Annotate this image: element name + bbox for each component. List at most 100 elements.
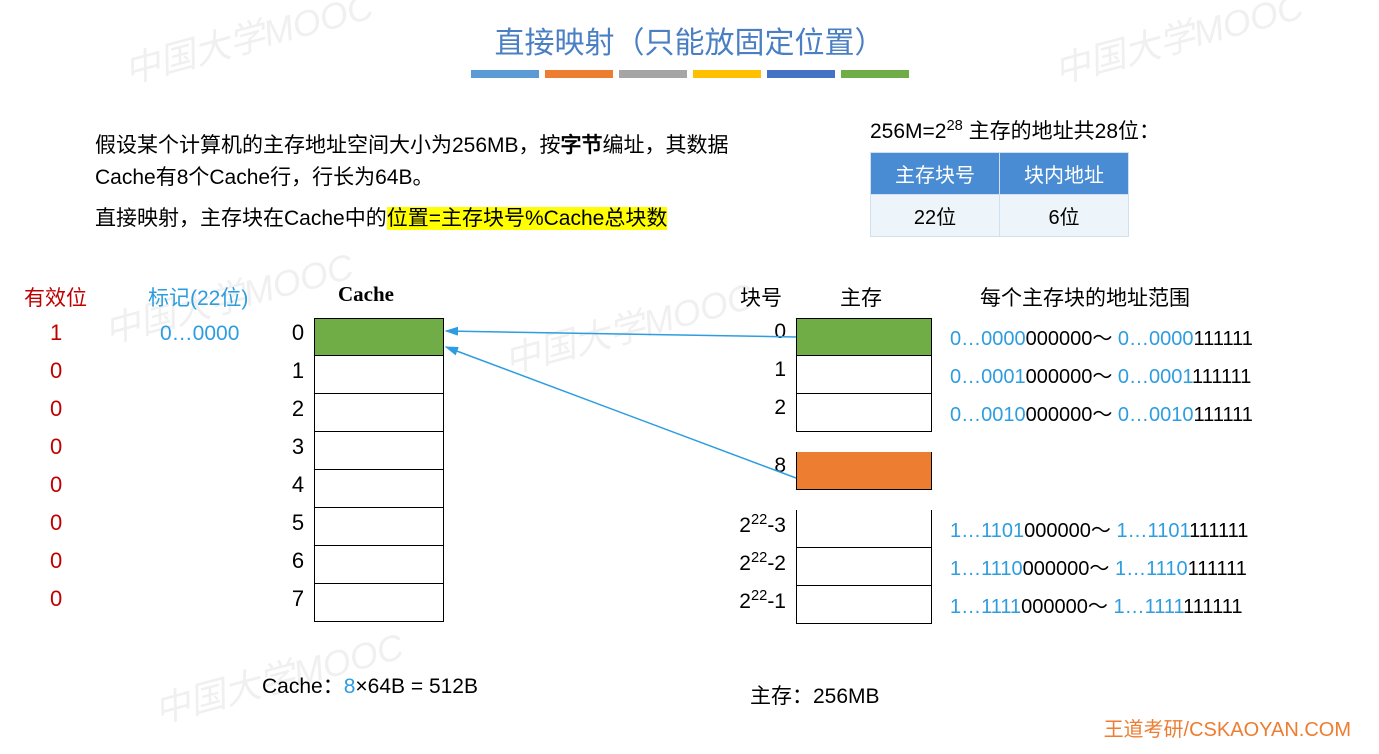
valid-bit-column: 10000000 xyxy=(50,320,62,624)
memory-block xyxy=(796,452,932,490)
memory-block-index: 222-1 xyxy=(730,588,786,626)
memory-block-index xyxy=(730,492,786,512)
tag-value xyxy=(160,398,239,436)
title-underline-bars xyxy=(0,70,1379,78)
addr-note-b: 主存的地址共28位： xyxy=(963,120,1160,143)
title-bar xyxy=(471,70,539,78)
title-bar xyxy=(841,70,909,78)
tag-column: 0…0000 xyxy=(160,322,239,626)
memory-table xyxy=(796,318,932,624)
cache-line-index: 1 xyxy=(288,358,308,396)
memory-block xyxy=(796,510,932,548)
cache-line xyxy=(314,584,444,622)
valid-bit: 0 xyxy=(50,434,62,472)
tag-value xyxy=(160,512,239,550)
memory-block xyxy=(796,490,932,510)
label-address-range: 每个主存块的地址范围 xyxy=(980,282,1190,312)
valid-bit: 0 xyxy=(50,358,62,396)
tag-value xyxy=(160,360,239,398)
tag-value xyxy=(160,474,239,512)
addr-note-a: 256M=2 xyxy=(870,120,946,143)
watermark: 中国大学MOOC xyxy=(498,268,759,384)
cache-table xyxy=(314,318,444,622)
address-range xyxy=(950,494,1253,514)
memory-block xyxy=(796,394,932,432)
label-block-number: 块号 xyxy=(740,282,782,312)
memory-block xyxy=(796,432,932,452)
title-bar xyxy=(545,70,613,78)
cache-footer-b: 8 xyxy=(344,675,356,698)
cache-line xyxy=(314,508,444,546)
addr-table-v2: 6位 xyxy=(1000,195,1129,237)
memory-block-index: 0 xyxy=(730,320,786,358)
cache-line-index: 5 xyxy=(288,510,308,548)
formula-highlight: 位置=主存块号%Cache总块数 xyxy=(387,207,668,230)
address-range xyxy=(950,436,1253,456)
address-range: 1…1110000000～ 1…1110111111 xyxy=(950,552,1253,590)
cache-line xyxy=(314,394,444,432)
addr-note-sup: 28 xyxy=(946,118,962,134)
address-range-column: 0…0000000000～ 0…00001111110…0001000000～ … xyxy=(950,322,1253,628)
problem-line1-bold: 字节 xyxy=(561,134,603,157)
tag-value: 0…0000 xyxy=(160,322,239,360)
title-bar xyxy=(767,70,835,78)
addr-table-h1: 主存块号 xyxy=(871,153,1000,195)
label-main-memory: 主存 xyxy=(840,282,882,312)
tag-value xyxy=(160,550,239,588)
address-range: 1…1101000000～ 1…1101111111 xyxy=(950,514,1253,552)
label-cache: Cache xyxy=(338,282,394,307)
memory-block xyxy=(796,586,932,624)
memory-size-footer: 主存：256MB xyxy=(750,680,880,710)
memory-block-index: 2 xyxy=(730,396,786,434)
cache-line xyxy=(314,318,444,356)
title-bar xyxy=(619,70,687,78)
cache-line xyxy=(314,432,444,470)
page-title: 直接映射（只能放固定位置） xyxy=(0,0,1379,62)
cache-footer-a: Cache： xyxy=(262,675,344,698)
cache-footer-c: ×64B = 512B xyxy=(355,675,478,698)
memory-index-column: 012 8 222-3222-2222-1 xyxy=(730,320,786,626)
memory-block-index: 8 xyxy=(730,454,786,492)
cache-line-index: 6 xyxy=(288,548,308,586)
valid-bit: 0 xyxy=(50,548,62,586)
memory-block-index: 222-3 xyxy=(730,512,786,550)
cache-line-index: 7 xyxy=(288,586,308,624)
valid-bit: 0 xyxy=(50,396,62,434)
memory-block-index: 222-2 xyxy=(730,550,786,588)
cache-index-column: 01234567 xyxy=(288,320,308,624)
label-valid-bit: 有效位 xyxy=(24,282,87,312)
address-bits-note: 256M=228 主存的地址共28位： xyxy=(870,115,1160,145)
cache-line xyxy=(314,356,444,394)
memory-block xyxy=(796,548,932,586)
addr-table-v1: 22位 xyxy=(871,195,1000,237)
address-range xyxy=(950,456,1253,494)
tag-value xyxy=(160,436,239,474)
label-tag: 标记(22位) xyxy=(148,282,248,312)
valid-bit: 0 xyxy=(50,510,62,548)
brand-footer: 王道考研/CSKAOYAN.COM xyxy=(1104,713,1351,742)
formula-prefix: 直接映射，主存块在Cache中的 xyxy=(95,207,387,230)
memory-block xyxy=(796,356,932,394)
memory-block-index xyxy=(730,434,786,454)
memory-block xyxy=(796,318,932,356)
cache-line-index: 2 xyxy=(288,396,308,434)
cache-line-index: 4 xyxy=(288,472,308,510)
address-range: 1…1111000000～ 1…1111111111 xyxy=(950,590,1253,628)
address-range: 0…0001000000～ 0…0001111111 xyxy=(950,360,1253,398)
problem-line1-a: 假设某个计算机的主存地址空间大小为256MB，按 xyxy=(95,134,561,157)
cache-line-index: 0 xyxy=(288,320,308,358)
address-range: 0…0000000000～ 0…0000111111 xyxy=(950,322,1253,360)
cache-line xyxy=(314,546,444,584)
mapping-formula: 直接映射，主存块在Cache中的位置=主存块号%Cache总块数 xyxy=(95,202,667,232)
cache-size-footer: Cache：8×64B = 512B xyxy=(262,670,478,700)
memory-block-index: 1 xyxy=(730,358,786,396)
addr-table-h2: 块内地址 xyxy=(1000,153,1129,195)
valid-bit: 0 xyxy=(50,586,62,624)
cache-line-index: 3 xyxy=(288,434,308,472)
title-bar xyxy=(693,70,761,78)
valid-bit: 1 xyxy=(50,320,62,358)
valid-bit: 0 xyxy=(50,472,62,510)
problem-statement: 假设某个计算机的主存地址空间大小为256MB，按字节编址，其数据Cache有8个… xyxy=(95,130,775,193)
cache-line xyxy=(314,470,444,508)
tag-value xyxy=(160,588,239,626)
